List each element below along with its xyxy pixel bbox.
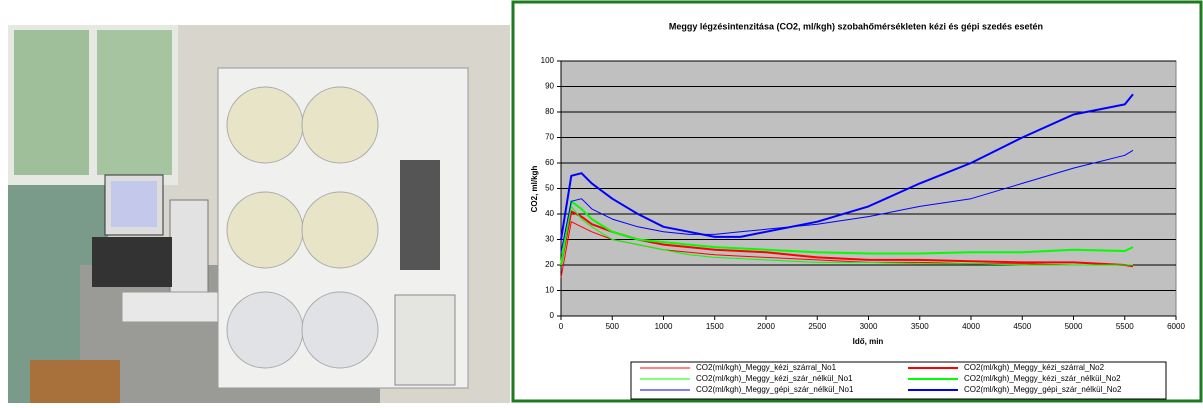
x-tick-label: 5500 <box>1116 322 1134 331</box>
window-blind <box>14 30 89 175</box>
series-line <box>560 149 1134 253</box>
jar <box>301 86 379 164</box>
chair <box>30 360 120 403</box>
y-tick-label: 80 <box>545 107 554 116</box>
y-axis-label: CO2, ml/kgh <box>530 166 539 213</box>
y-tick-label: 70 <box>545 133 554 142</box>
computer <box>169 199 209 296</box>
jar <box>301 291 379 369</box>
x-tick-label: 500 <box>606 322 620 331</box>
series-line <box>560 205 1133 266</box>
monitor-screen <box>111 181 157 227</box>
jar <box>226 191 304 269</box>
x-tick-label: 4500 <box>1013 322 1031 331</box>
y-tick-label: 60 <box>545 158 554 167</box>
legend-label: CO2(ml/kgh)_Meggy_kézi_szárral_No2 <box>964 363 1105 372</box>
keyboard <box>121 291 223 323</box>
jar <box>226 291 304 369</box>
chart-title: Meggy légzésintenzitása (CO2, ml/kgh) sz… <box>669 21 1043 31</box>
jar <box>226 86 304 164</box>
x-tick-label: 2500 <box>808 322 826 331</box>
x-tick-label: 1000 <box>655 322 673 331</box>
series-line <box>560 200 1134 266</box>
x-tick-label: 5000 <box>1065 322 1083 331</box>
legend-label: CO2(ml/kgh)_Meggy_gépi_szár_nélkül_No2 <box>964 385 1122 394</box>
y-tick-label: 40 <box>545 209 554 218</box>
jar <box>301 191 379 269</box>
y-tick-label: 90 <box>545 82 554 91</box>
x-tick-label: 1500 <box>706 322 724 331</box>
device <box>92 237 172 287</box>
x-tick-label: 3500 <box>911 322 929 331</box>
legend <box>630 361 1167 400</box>
x-tick-label: 2000 <box>757 322 775 331</box>
legend-label: CO2(ml/kgh)_Meggy_kézi_szárral_No1 <box>696 363 837 372</box>
x-tick-label: 3000 <box>860 322 878 331</box>
y-tick-label: 20 <box>545 260 554 269</box>
legend-label: CO2(ml/kgh)_Meggy_kézi_szár_nélkül_No2 <box>964 374 1121 383</box>
controller <box>400 160 440 270</box>
x-tick-label: 6000 <box>1167 322 1185 331</box>
x-tick-label: 4000 <box>962 322 980 331</box>
legend-label: CO2(ml/kgh)_Meggy_gépi_szár_nélkül_No1 <box>696 385 854 394</box>
series-line <box>560 210 1134 268</box>
legend-label: CO2(ml/kgh)_Meggy_kézi_szár_nélkül_No1 <box>696 374 853 383</box>
photo <box>8 25 510 403</box>
y-tick-label: 30 <box>545 235 554 244</box>
y-tick-label: 10 <box>545 286 554 295</box>
box <box>394 294 456 386</box>
y-tick-label: 100 <box>541 56 555 65</box>
x-tick-label: 0 <box>559 322 564 331</box>
series-line <box>560 93 1134 240</box>
y-tick-label: 50 <box>545 184 554 193</box>
window-blind <box>97 30 172 175</box>
x-axis-label: Idő, min <box>853 337 884 346</box>
y-tick-label: 0 <box>550 311 555 320</box>
series-line <box>560 221 1133 278</box>
